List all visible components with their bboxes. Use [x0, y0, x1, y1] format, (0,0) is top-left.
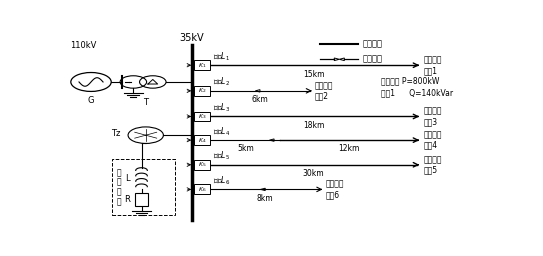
Text: 馈线$L_6$: 馈线$L_6$ — [213, 175, 231, 187]
Text: 恒定功率
负荷2: 恒定功率 负荷2 — [315, 81, 333, 101]
Text: 馈线$L_3$: 馈线$L_3$ — [213, 102, 231, 114]
Text: 馈线$L_1$: 馈线$L_1$ — [213, 50, 230, 63]
Bar — [194, 86, 210, 96]
Bar — [194, 60, 210, 70]
Text: 负荷1      Q=140kVar: 负荷1 Q=140kVar — [381, 88, 453, 97]
Text: L: L — [125, 174, 130, 183]
Text: 110kV: 110kV — [70, 41, 96, 50]
Text: 恒定功率
负荷4: 恒定功率 负荷4 — [424, 130, 442, 150]
Text: 15km: 15km — [303, 70, 324, 79]
Text: Tz: Tz — [111, 129, 121, 138]
Bar — [194, 185, 210, 194]
Text: 馈线$L_4$: 馈线$L_4$ — [213, 125, 231, 138]
Text: 8km: 8km — [257, 194, 274, 203]
Text: 恒定功率
负荷5: 恒定功率 负荷5 — [424, 155, 442, 174]
Text: R: R — [124, 195, 130, 204]
Bar — [135, 193, 148, 206]
Bar — [194, 112, 210, 121]
Text: $K_4$: $K_4$ — [198, 136, 206, 145]
Text: 馈线$L_5$: 馈线$L_5$ — [213, 150, 230, 162]
Text: 馈线$L_2$: 馈线$L_2$ — [213, 76, 230, 89]
Text: 35kV: 35kV — [180, 33, 204, 42]
Text: T: T — [143, 98, 148, 107]
Text: 18km: 18km — [303, 121, 324, 130]
Text: $K_6$: $K_6$ — [198, 185, 206, 194]
Text: 恒定功率
负荷6: 恒定功率 负荷6 — [325, 180, 344, 199]
Bar — [194, 135, 210, 145]
Bar — [112, 159, 175, 215]
Text: G: G — [88, 96, 94, 105]
Text: 6km: 6km — [251, 95, 268, 104]
Text: 消
弧
线
图: 消 弧 线 图 — [117, 168, 122, 206]
Text: 架空线路: 架空线路 — [363, 39, 382, 48]
Text: $K_5$: $K_5$ — [198, 160, 206, 169]
Text: 恒定功率
负荷1: 恒定功率 负荷1 — [424, 56, 442, 75]
Text: 恒定功率
负荷3: 恒定功率 负荷3 — [424, 107, 442, 126]
Text: 12km: 12km — [338, 144, 359, 153]
Text: 恒定功率 P=800kW: 恒定功率 P=800kW — [381, 77, 440, 86]
Text: $K_3$: $K_3$ — [198, 112, 206, 121]
Text: 电缆线路: 电缆线路 — [363, 55, 382, 64]
Text: 5km: 5km — [237, 144, 254, 153]
Bar — [194, 160, 210, 170]
Text: $K_2$: $K_2$ — [198, 86, 206, 95]
Text: $K_1$: $K_1$ — [198, 61, 206, 70]
Text: 30km: 30km — [303, 169, 325, 178]
